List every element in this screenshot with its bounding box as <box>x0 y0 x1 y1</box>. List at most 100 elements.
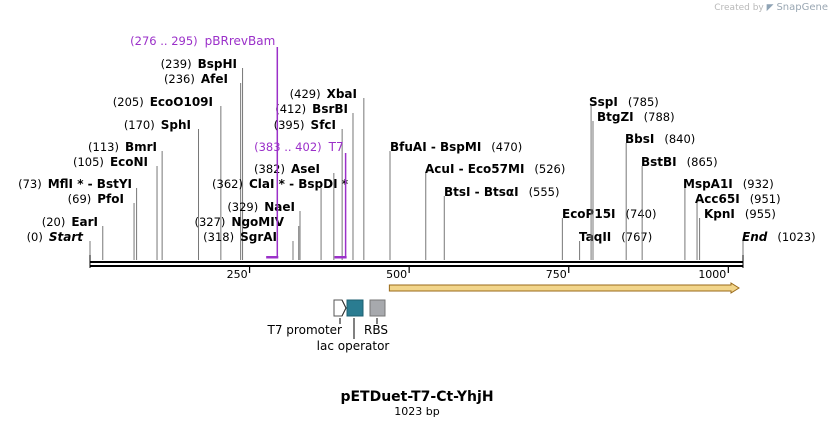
enzyme-site-sfci[interactable]: (395) SfcI <box>274 118 343 260</box>
enzyme-label: (362) ClaI * - BspDI * <box>212 177 349 191</box>
primer-label: (276 .. 295) pBRrevBam <box>130 34 275 48</box>
legend-label-t7-promoter: T7 promoter <box>267 323 343 337</box>
enzyme-name: EarI <box>71 215 98 229</box>
enzyme-position: (113) <box>88 140 119 154</box>
enzyme-site-ngomiv[interactable]: (327) NgoMIV <box>194 215 300 260</box>
primer-bar <box>266 256 279 259</box>
enzyme-name: NgoMIV <box>231 215 284 229</box>
enzyme-position: (785) <box>628 95 659 109</box>
orf-arrow[interactable] <box>388 282 740 294</box>
enzyme-site-bsphi[interactable]: (239) BspHI <box>161 57 244 260</box>
enzyme-label: (170) SphI <box>124 118 191 132</box>
enzyme-label: (318) SgrAI <box>203 230 277 244</box>
enzyme-site-naei[interactable]: (329) NaeI <box>227 200 301 260</box>
primer-name: pBRrevBam <box>205 34 276 48</box>
enzyme-label: BfuAI - BspMI (470) <box>390 140 522 154</box>
enzyme-site-econi[interactable]: (105) EcoNI <box>73 155 158 260</box>
enzyme-name: BfuAI - BspMI <box>390 140 481 154</box>
enzyme-site-sspi[interactable]: SspI (785) <box>589 95 659 260</box>
enzyme-label: (0) Start <box>27 230 85 244</box>
enzyme-site-clai-bspdi[interactable]: (362) ClaI * - BspDI * <box>212 177 349 260</box>
enzyme-site-xbai[interactable]: (429) XbaI <box>290 87 365 260</box>
enzyme-label: BtgZI (788) <box>597 110 675 124</box>
enzyme-name: End <box>742 230 768 244</box>
enzyme-name: KpnI <box>704 207 735 221</box>
primer-name: T7 <box>328 140 344 154</box>
enzyme-label: SspI (785) <box>589 95 659 109</box>
enzyme-name: EcoP15I <box>562 207 616 221</box>
enzyme-label: KpnI (955) <box>704 207 776 221</box>
enzyme-site-mfli-bstyi[interactable]: (73) MflI * - BstYI <box>18 177 138 260</box>
enzyme-name: SspI <box>589 95 618 109</box>
primer-label: (383 .. 402) T7 <box>254 140 343 154</box>
ruler-ticks: 250 500 750 1000 <box>227 267 729 281</box>
enzyme-site-bfuai-bspmi[interactable]: BfuAI - BspMI (470) <box>389 140 522 260</box>
ruler-tick-label: 1000 <box>698 268 726 281</box>
enzyme-name: AfeI <box>201 72 228 86</box>
primer-t7[interactable]: (383 .. 402) T7 <box>254 140 347 259</box>
enzyme-position: (955) <box>745 207 776 221</box>
enzyme-position: (932) <box>743 177 774 191</box>
legend-label-rbs: RBS <box>364 323 388 337</box>
enzyme-site-ecoo109i[interactable]: (205) EcoO109I <box>113 95 222 260</box>
enzyme-site-sphi[interactable]: (170) SphI <box>124 118 200 260</box>
enzyme-site-acui-eco57mi[interactable]: AcuI - Eco57MI (526) <box>425 162 565 260</box>
enzyme-site-acc65i[interactable]: Acc65I (951) <box>695 192 781 260</box>
enzyme-name: AseI <box>291 162 320 176</box>
enzyme-site-ecop15i[interactable]: EcoP15I (740) <box>561 207 657 260</box>
enzyme-site-bbsi[interactable]: BbsI (840) <box>625 132 695 260</box>
enzyme-site-bstbi[interactable]: BstBI (865) <box>641 155 718 260</box>
enzyme-label: (113) BmrI <box>88 140 157 154</box>
rbs-box-icon <box>369 299 386 317</box>
enzyme-position: (362) <box>212 177 243 191</box>
enzyme-position: (526) <box>534 162 565 176</box>
enzyme-name: PfoI <box>97 192 124 206</box>
enzyme-label: (382) AseI <box>254 162 320 176</box>
enzyme-name: EcoO109I <box>150 95 213 109</box>
ruler-tick-label: 250 <box>227 268 248 281</box>
plasmid-name: pETDuet-T7-Ct-YhjH <box>340 389 493 405</box>
enzyme-label: (395) SfcI <box>274 118 336 132</box>
enzyme-position: (395) <box>274 118 305 132</box>
enzyme-position: (239) <box>161 57 192 71</box>
primer-pbrrevbam[interactable]: (276 .. 295) pBRrevBam <box>130 34 279 259</box>
enzyme-name: BspHI <box>198 57 237 71</box>
enzyme-site-end[interactable]: End (1023) <box>742 230 816 259</box>
snapgene-logo-icon: ◤ <box>766 3 774 13</box>
legend-label-lac-operator: lac operator <box>317 339 390 353</box>
enzyme-site-afei[interactable]: (236) AfeI <box>164 72 242 260</box>
enzyme-position: (73) <box>18 177 42 191</box>
enzyme-position: (20) <box>42 215 66 229</box>
enzyme-layer: (0) Start(20) EarI (69) PfoI (73) MflI * - Bst… <box>18 57 816 260</box>
enzyme-site-btsi-bts-i[interactable]: BtsI - BtsαI (555) <box>443 185 560 260</box>
primer-range: (383 .. 402) <box>254 140 322 154</box>
enzyme-label: (239) BspHI <box>161 57 237 71</box>
enzyme-site-bmri[interactable]: (113) BmrI <box>88 140 163 260</box>
primer-range: (276 .. 295) <box>130 34 198 48</box>
enzyme-site-start[interactable]: (0) Start <box>27 230 91 259</box>
enzyme-site-bsrbi[interactable]: (412) BsrBI <box>275 102 354 260</box>
enzyme-position: (1023) <box>777 230 815 244</box>
enzyme-position: (105) <box>73 155 104 169</box>
enzyme-name: MspA1I <box>683 177 733 191</box>
enzyme-site-pfoi[interactable]: (69) PfoI <box>68 192 135 260</box>
enzyme-position: (767) <box>621 230 652 244</box>
enzyme-site-eari[interactable]: (20) EarI <box>42 215 104 260</box>
enzyme-site-kpni[interactable]: KpnI (955) <box>699 207 776 260</box>
enzyme-site-taqii[interactable]: TaqII (767) <box>579 230 652 260</box>
enzyme-name: Start <box>49 230 84 244</box>
enzyme-site-sgrai[interactable]: (318) SgrAI <box>203 230 294 260</box>
promoter-arrow-icon <box>333 299 347 317</box>
primer-bar <box>334 256 347 259</box>
enzyme-name: MflI * - BstYI <box>48 177 132 191</box>
credit-prefix: Created by <box>714 3 764 13</box>
enzyme-position: (318) <box>203 230 234 244</box>
enzyme-name: BtsI - BtsαI <box>444 185 519 199</box>
enzyme-name: BbsI <box>625 132 654 146</box>
enzyme-position: (412) <box>275 102 306 116</box>
enzyme-site-btgzi[interactable]: BtgZI (788) <box>592 110 675 260</box>
feature-legend: T7 promoter lac operator RBS <box>267 299 390 353</box>
enzyme-site-mspa1i[interactable]: MspA1I (932) <box>683 177 774 260</box>
enzyme-position: (740) <box>626 207 657 221</box>
